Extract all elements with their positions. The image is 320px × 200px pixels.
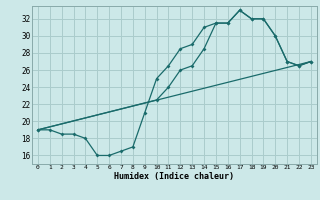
X-axis label: Humidex (Indice chaleur): Humidex (Indice chaleur)	[115, 172, 234, 181]
